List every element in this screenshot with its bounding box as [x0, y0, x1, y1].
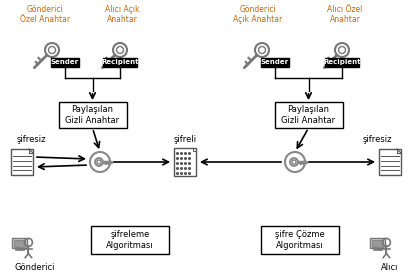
FancyBboxPatch shape — [91, 226, 169, 254]
Text: şifreli: şifreli — [173, 135, 197, 144]
Text: Recipient: Recipient — [323, 59, 361, 65]
Text: Gönderici
Açık Anahtar: Gönderici Açık Anahtar — [234, 5, 283, 24]
Text: şifresiz: şifresiz — [362, 135, 392, 144]
FancyBboxPatch shape — [261, 58, 289, 67]
Text: Paylaşılan
Gizli Anahtar: Paylaşılan Gizli Anahtar — [65, 105, 119, 125]
Text: Alıcı Özel
Anahtar: Alıcı Özel Anahtar — [327, 5, 363, 24]
Text: Recipient: Recipient — [101, 59, 139, 65]
Text: şifreleme
Algoritması: şifreleme Algoritması — [106, 230, 154, 250]
Text: Gönderici
Özel Anahtar: Gönderici Özel Anahtar — [20, 5, 70, 24]
FancyBboxPatch shape — [371, 238, 385, 248]
Text: Alıcı Açık
Anahtar: Alıcı Açık Anahtar — [105, 5, 139, 24]
FancyBboxPatch shape — [261, 226, 339, 254]
FancyBboxPatch shape — [274, 102, 342, 128]
FancyBboxPatch shape — [11, 149, 33, 175]
FancyBboxPatch shape — [58, 102, 126, 128]
FancyBboxPatch shape — [103, 58, 137, 67]
FancyBboxPatch shape — [14, 240, 25, 247]
Text: Sender: Sender — [51, 59, 79, 65]
Text: şifresiz: şifresiz — [17, 135, 47, 144]
Text: Sender: Sender — [261, 59, 289, 65]
FancyBboxPatch shape — [174, 148, 196, 176]
FancyBboxPatch shape — [379, 149, 401, 175]
FancyBboxPatch shape — [372, 240, 383, 247]
Text: Paylaşılan
Gizli Anahtar: Paylaşılan Gizli Anahtar — [281, 105, 335, 125]
Text: Gönderici: Gönderici — [15, 263, 55, 272]
FancyBboxPatch shape — [12, 238, 27, 248]
FancyBboxPatch shape — [325, 58, 359, 67]
Text: Alıcı: Alıcı — [381, 263, 399, 272]
FancyBboxPatch shape — [51, 58, 79, 67]
Text: şifre Çözme
Algoritması: şifre Çözme Algoritması — [275, 230, 325, 250]
